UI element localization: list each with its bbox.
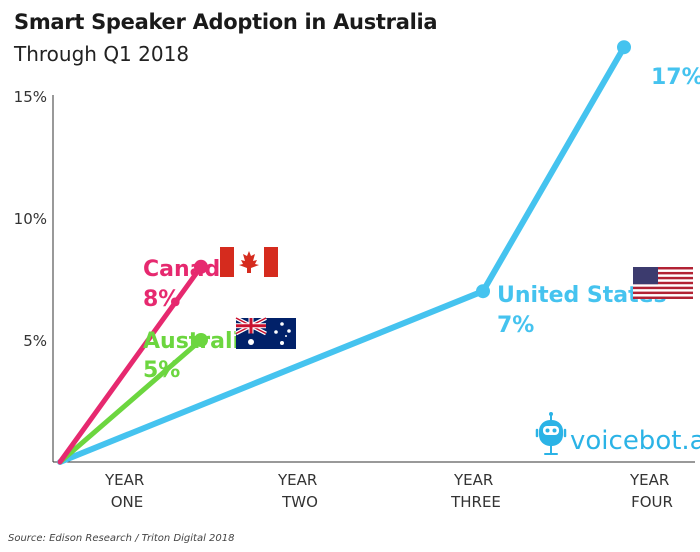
voicebot-logo-text: voicebot.ai <box>570 426 700 456</box>
usa-flag-icon <box>633 267 693 299</box>
series-line-united-states <box>57 44 627 465</box>
x-tick-label-year-two-line1: YEAR <box>277 471 317 489</box>
x-tick-label-year-four-line1: YEAR <box>629 471 669 489</box>
x-tick-label-year-two-line2: TWO <box>281 493 318 511</box>
australia-flag-icon <box>235 316 296 349</box>
data-point-united-states-year-four <box>617 40 631 55</box>
source-note: Source: Edison Research / Triton Digital… <box>8 533 235 544</box>
x-tick-label-year-one-line1: YEAR <box>104 471 144 489</box>
x-tick-label-year-four-line2: FOUR <box>631 493 673 511</box>
data-label-united-states-end-value: 17% <box>651 65 700 90</box>
x-tick-label-year-three: YEAR THREE <box>450 471 501 511</box>
data-point-australia <box>194 333 208 347</box>
chart-subtitle: Through Q1 2018 <box>14 42 190 66</box>
x-tick-label-year-three-line1: YEAR <box>453 471 493 489</box>
x-tick-label-year-three-line2: THREE <box>450 493 501 511</box>
data-label-australia-value: 5% <box>143 358 180 383</box>
x-tick-label-year-one: YEAR ONE <box>104 471 149 511</box>
series-line-canada <box>57 264 204 465</box>
y-tick-label-10: 10% <box>14 210 47 228</box>
data-point-united-states-year-three <box>476 284 490 299</box>
canada-flag-icon <box>220 247 278 277</box>
data-label-canada-value: 8% <box>143 287 180 312</box>
chart-title: Smart Speaker Adoption in Australia <box>14 10 438 34</box>
y-tick-label-15: 15% <box>14 88 47 106</box>
robot-microphone-icon <box>535 412 567 455</box>
data-point-canada <box>194 259 208 274</box>
y-tick-label-5: 5% <box>23 332 47 350</box>
series-label-canada: Canada <box>143 257 235 282</box>
data-label-united-states-value: 7% <box>497 313 534 338</box>
series-line-australia <box>57 337 204 465</box>
x-tick-label-year-one-line2: ONE <box>111 493 144 511</box>
x-tick-label-year-two: YEAR TWO <box>277 471 322 511</box>
x-tick-label-year-four: YEAR FOUR <box>629 471 674 511</box>
